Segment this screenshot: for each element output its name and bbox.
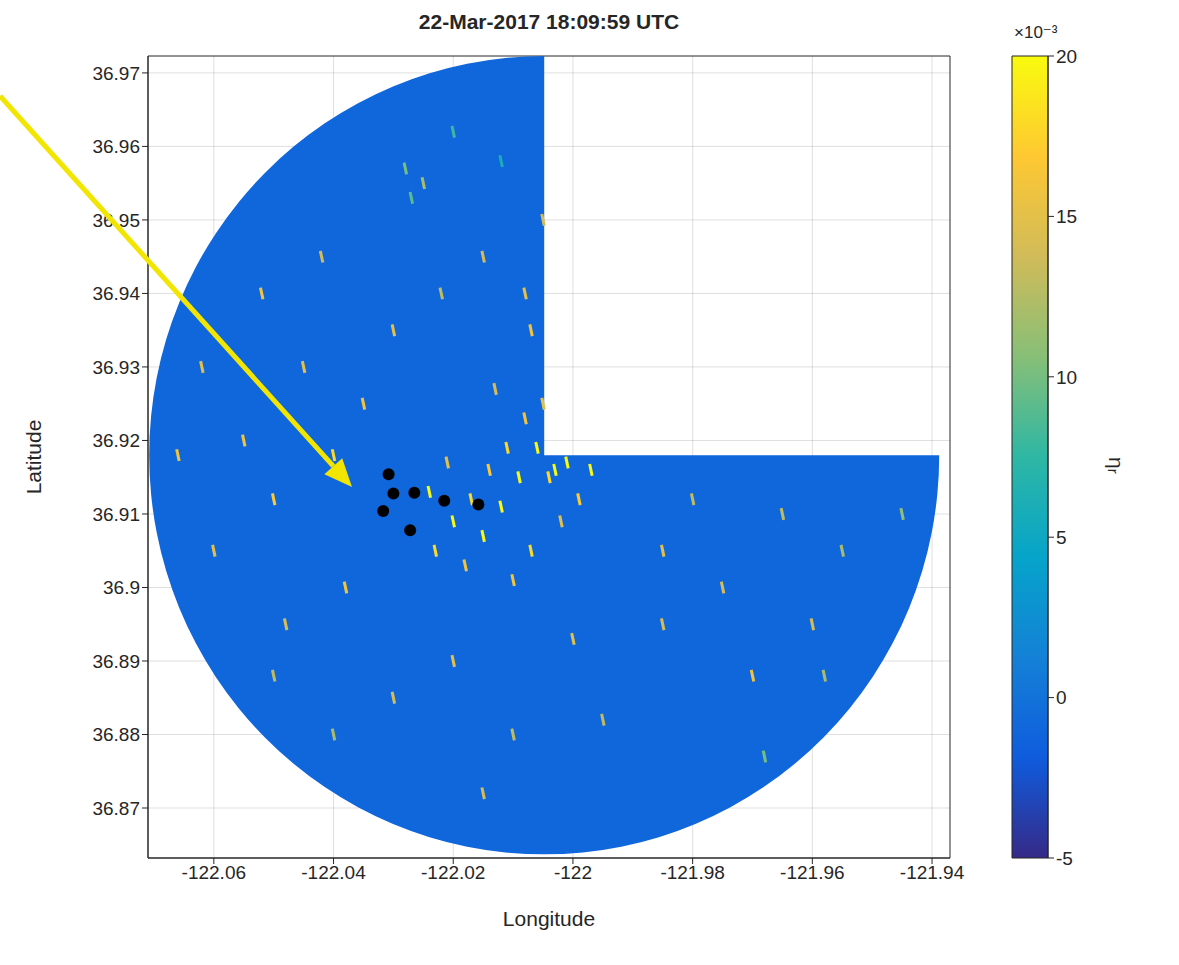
svg-text:-121.96: -121.96: [780, 862, 844, 883]
svg-text:36.94: 36.94: [92, 283, 140, 304]
svg-text:-5: -5: [1056, 848, 1073, 869]
svg-text:36.97: 36.97: [92, 63, 140, 84]
svg-text:10: 10: [1056, 367, 1077, 388]
svg-text:0: 0: [1056, 687, 1067, 708]
svg-text:-121.98: -121.98: [660, 862, 724, 883]
svg-text:Longitude: Longitude: [503, 907, 595, 930]
svg-text:-121.94: -121.94: [900, 862, 965, 883]
html-text:×10⁻³: ×10⁻³: [1014, 23, 1058, 42]
svg-text:36.9: 36.9: [103, 577, 140, 598]
html-text:22-Mar-2017 18:09:59 UTC: 22-Mar-2017 18:09:59 UTC: [418, 10, 680, 33]
svg-text:ηᵣ: ηᵣ: [1105, 457, 1128, 474]
svg-text:36.91: 36.91: [92, 504, 140, 525]
svg-text:36.93: 36.93: [92, 357, 140, 378]
svg-text:-122.02: -122.02: [421, 862, 485, 883]
svg-text:5: 5: [1056, 527, 1067, 548]
svg-text:36.96: 36.96: [92, 136, 140, 157]
svg-text:-122.06: -122.06: [182, 862, 246, 883]
svg-text:15: 15: [1056, 206, 1077, 227]
svg-text:20: 20: [1056, 46, 1077, 67]
svg-text:36.88: 36.88: [92, 724, 140, 745]
svg-text:36.87: 36.87: [92, 798, 140, 819]
svg-text:-122.04: -122.04: [301, 862, 366, 883]
svg-text:-122: -122: [554, 862, 592, 883]
svg-text:Latitude: Latitude: [22, 420, 45, 495]
svg-text:36.89: 36.89: [92, 651, 140, 672]
svg-text:36.92: 36.92: [92, 430, 140, 451]
svg-text:36.95: 36.95: [92, 210, 140, 231]
